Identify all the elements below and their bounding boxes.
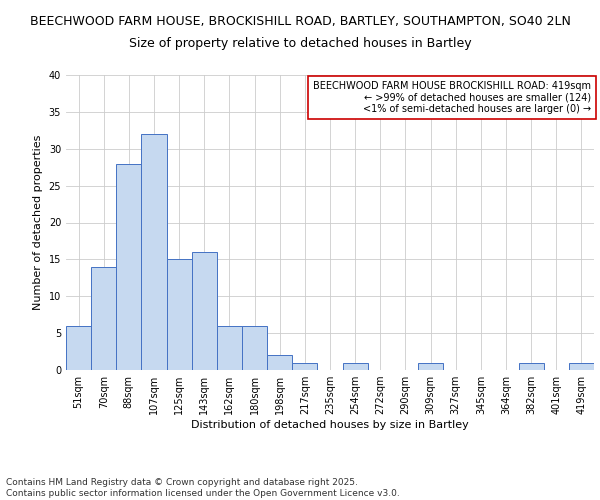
Bar [569, 362, 594, 370]
Bar [192, 252, 217, 370]
Bar [242, 326, 267, 370]
Bar [116, 164, 142, 370]
Bar [418, 362, 443, 370]
Bar [267, 355, 292, 370]
Bar [91, 267, 116, 370]
Text: BEECHWOOD FARM HOUSE, BROCKISHILL ROAD, BARTLEY, SOUTHAMPTON, SO40 2LN: BEECHWOOD FARM HOUSE, BROCKISHILL ROAD, … [29, 15, 571, 28]
Bar [217, 326, 242, 370]
Bar [167, 260, 192, 370]
Text: BEECHWOOD FARM HOUSE BROCKISHILL ROAD: 419sqm
← >99% of detached houses are smal: BEECHWOOD FARM HOUSE BROCKISHILL ROAD: 4… [313, 81, 592, 114]
Text: Contains HM Land Registry data © Crown copyright and database right 2025.
Contai: Contains HM Land Registry data © Crown c… [6, 478, 400, 498]
Y-axis label: Number of detached properties: Number of detached properties [33, 135, 43, 310]
Bar [142, 134, 167, 370]
Bar [518, 362, 544, 370]
Bar [343, 362, 368, 370]
X-axis label: Distribution of detached houses by size in Bartley: Distribution of detached houses by size … [191, 420, 469, 430]
Text: Size of property relative to detached houses in Bartley: Size of property relative to detached ho… [128, 38, 472, 51]
Bar [292, 362, 317, 370]
Bar [66, 326, 91, 370]
